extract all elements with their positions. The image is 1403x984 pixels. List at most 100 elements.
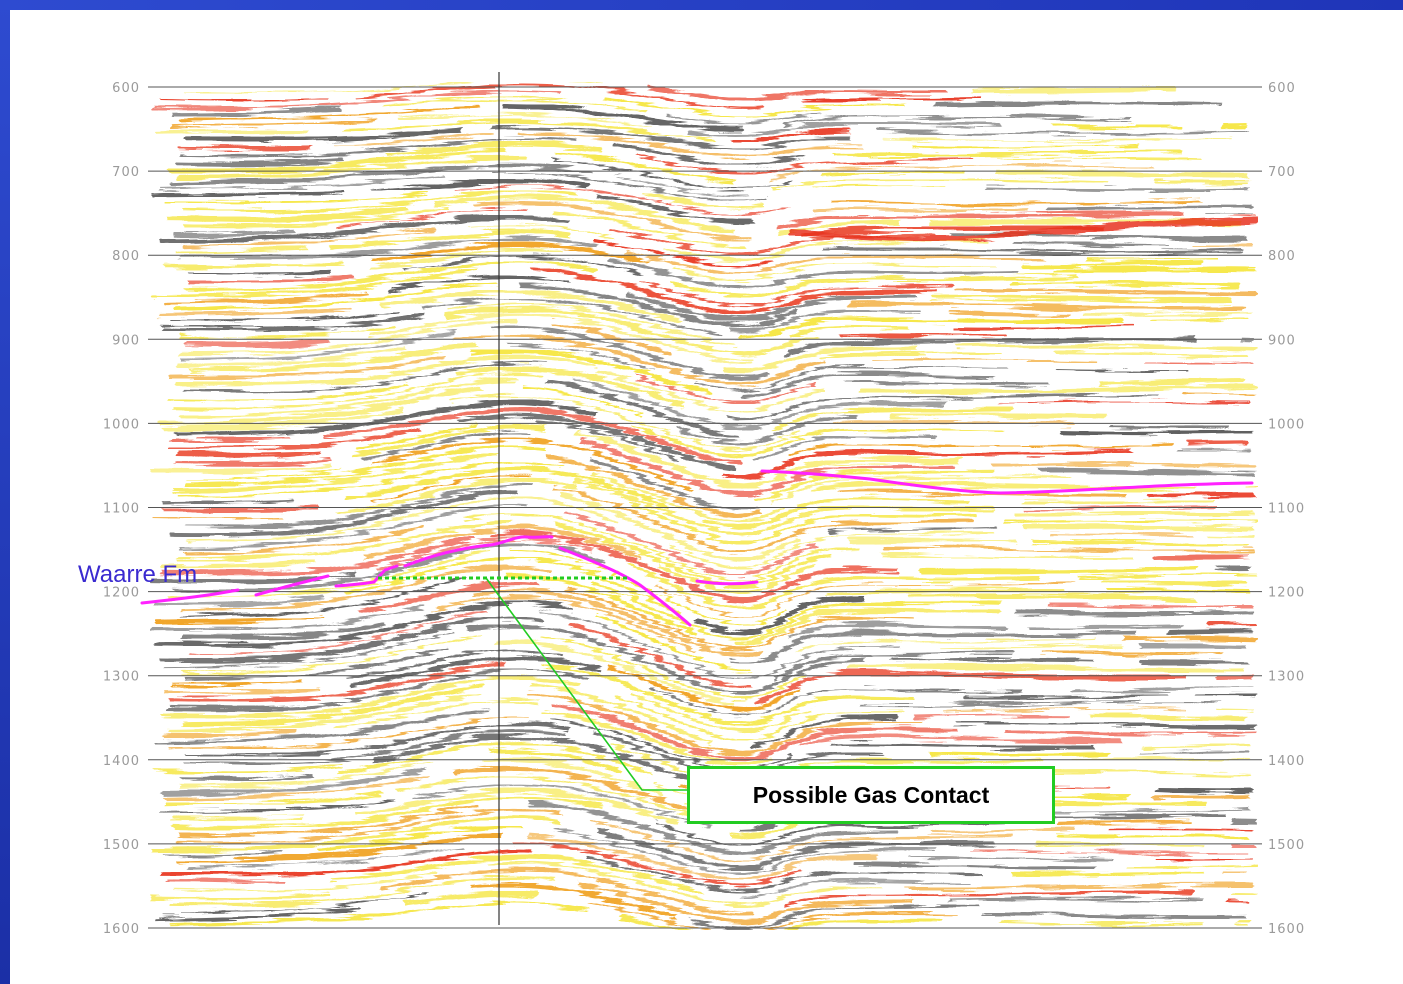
waarre-formation-label: Waarre Fm (78, 561, 198, 588)
reflector (164, 687, 321, 694)
reflector (1145, 362, 1254, 365)
reflector (919, 566, 1196, 575)
reflector (930, 827, 1075, 834)
reflector (179, 105, 480, 123)
reflector (1187, 441, 1248, 447)
reflector (469, 348, 711, 395)
reflector (598, 828, 996, 871)
reflector (181, 621, 387, 639)
reflector (181, 634, 482, 675)
right-tick-label: 1200 (1268, 586, 1305, 601)
reflector (171, 680, 304, 687)
reflector (450, 394, 800, 451)
reflector (1023, 499, 1216, 505)
reflector (180, 319, 517, 355)
reflector (404, 891, 537, 906)
reflector (848, 538, 1017, 544)
reflector (991, 462, 1256, 468)
reflector (522, 386, 644, 417)
reflector (1108, 423, 1229, 428)
reflector (734, 607, 999, 647)
reflector (833, 149, 1182, 158)
reflector (889, 413, 1106, 419)
reflector (577, 881, 914, 924)
reflector (504, 573, 698, 636)
reflector (159, 674, 580, 719)
reflector (912, 144, 1141, 150)
reflector (1099, 378, 1244, 386)
reflector (170, 310, 399, 322)
reflector (1014, 511, 1255, 518)
reflector (488, 748, 622, 774)
reflector (575, 430, 960, 488)
reflector (338, 741, 652, 776)
reflector (639, 280, 952, 307)
reflector (1060, 429, 1253, 436)
reflector (949, 898, 1202, 903)
reflector (882, 545, 1255, 553)
reflector (796, 734, 1122, 748)
reflector (972, 86, 1177, 95)
reflector (470, 224, 615, 239)
gas-contact-callout: Possible Gas Contact (687, 766, 1055, 824)
reflector (458, 413, 735, 471)
reflector (169, 489, 518, 537)
reflector (1102, 579, 1247, 586)
reflector (169, 436, 290, 442)
reflector (609, 743, 1042, 786)
reflector (596, 370, 825, 413)
reflector (172, 372, 546, 410)
reflector (151, 190, 345, 198)
reflector (165, 792, 383, 807)
reflector (676, 415, 857, 446)
reflector (779, 221, 900, 236)
reflector (166, 550, 491, 599)
right-tick-label: 900 (1268, 333, 1296, 348)
reflector (508, 342, 653, 372)
reflector (471, 883, 677, 919)
reflector (168, 716, 529, 750)
reflector (1022, 261, 1203, 269)
reflector (389, 275, 570, 291)
reflector (801, 96, 982, 104)
horizon-pick-segment (140, 588, 240, 605)
reflector (587, 901, 960, 930)
reflector (554, 523, 831, 588)
reflector (177, 346, 406, 368)
reflector (183, 82, 604, 94)
reflector (795, 638, 1096, 654)
left-tick-label: 1300 (103, 670, 140, 685)
reflector (591, 819, 1012, 863)
right-tick-label: 1300 (1268, 670, 1305, 685)
left-tick-label: 1600 (103, 922, 140, 937)
reflector (372, 734, 745, 795)
reflector (370, 437, 696, 493)
reflector (179, 325, 397, 339)
reflector (526, 690, 923, 756)
reflector (370, 248, 563, 270)
reflector (785, 890, 1195, 907)
reflector (1232, 892, 1257, 895)
reflector (597, 195, 754, 224)
reflector (689, 904, 978, 930)
reflector (1026, 624, 1183, 630)
reflector (1123, 636, 1256, 641)
reflector (908, 594, 1197, 601)
reflector (1086, 256, 1219, 261)
reflector (176, 355, 598, 386)
reflector (163, 851, 284, 858)
reflector (1083, 311, 1252, 317)
reflector (176, 400, 597, 437)
reflector (822, 246, 1243, 255)
reflector (369, 312, 754, 365)
reflector (376, 537, 593, 571)
reflector (854, 861, 1095, 870)
reflector (153, 268, 478, 299)
reflector (154, 907, 359, 922)
reflector (877, 129, 1250, 136)
reflector (728, 309, 921, 334)
reflector (317, 825, 522, 852)
reflector (551, 158, 792, 190)
reflector (811, 184, 944, 190)
reflector (177, 155, 526, 180)
